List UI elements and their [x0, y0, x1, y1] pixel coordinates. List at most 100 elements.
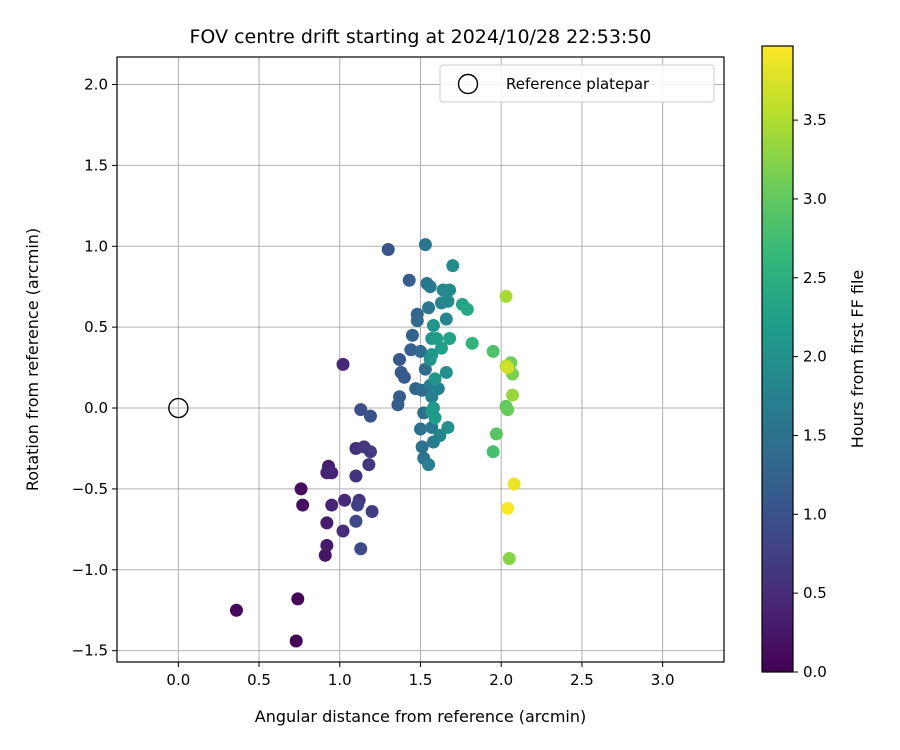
data-point	[289, 634, 303, 648]
data-point	[351, 498, 365, 512]
colorbar-tick-label: 0.5	[803, 584, 827, 602]
data-point	[229, 603, 243, 617]
x-tick-label: 3.0	[651, 671, 675, 689]
data-point	[507, 477, 521, 491]
data-point	[418, 238, 432, 252]
data-point	[405, 328, 419, 342]
y-tick-label: −0.5	[72, 480, 108, 498]
y-tick-label: 1.0	[84, 237, 108, 255]
data-point	[506, 388, 520, 402]
colorbar-tick-label: 1.5	[803, 426, 827, 444]
data-point	[426, 319, 440, 333]
data-point	[499, 289, 513, 303]
data-point	[320, 516, 334, 530]
data-point	[423, 280, 437, 294]
colorbar-tick-label: 0.0	[803, 663, 827, 681]
data-point	[363, 445, 377, 459]
data-point	[501, 501, 515, 515]
y-tick-label: 0.5	[84, 318, 108, 336]
data-point	[354, 542, 368, 556]
data-point	[291, 592, 305, 606]
data-point	[318, 548, 332, 562]
data-point	[439, 365, 453, 379]
data-point	[434, 341, 448, 355]
data-point	[294, 482, 308, 496]
data-point	[441, 294, 455, 308]
data-point	[428, 411, 442, 425]
data-point	[486, 344, 500, 358]
data-point	[425, 348, 439, 362]
colorbar-ticks: 0.0 0.5 1.0 1.5 2.0 2.5 3.0 3.5	[793, 111, 827, 681]
data-point	[338, 493, 352, 507]
data-point	[502, 551, 516, 565]
data-point	[439, 312, 453, 326]
colorbar: 0.0 0.5 1.0 1.5 2.0 2.5 3.0 3.5 Hours from firs…	[761, 45, 867, 681]
x-tick-label: 0.5	[247, 671, 271, 689]
data-point	[414, 422, 427, 436]
data-point	[422, 301, 436, 315]
y-axis-label: Rotation from reference (arcmin)	[23, 228, 42, 491]
data-point	[362, 458, 376, 472]
colorbar-tick-label: 2.5	[803, 269, 827, 287]
data-point	[489, 427, 503, 441]
data-point	[393, 353, 407, 366]
data-point	[336, 524, 350, 538]
data-point	[354, 403, 368, 417]
legend: Reference platepar	[439, 64, 715, 103]
data-point	[320, 539, 334, 553]
data-point	[365, 505, 379, 519]
data-point	[402, 273, 416, 287]
data-point	[443, 283, 457, 297]
reference-platepar-marker	[168, 397, 189, 419]
legend-box	[439, 64, 715, 103]
colorbar-tick-label: 2.0	[803, 348, 827, 366]
colorbar-label: Hours from first FF file	[848, 270, 867, 449]
data-point	[460, 302, 474, 316]
data-point	[296, 498, 310, 512]
data-point	[428, 372, 442, 386]
y-tick-label: 0.0	[84, 399, 108, 417]
data-point	[336, 357, 350, 371]
data-point	[325, 498, 339, 512]
y-tick-label: 2.0	[84, 76, 108, 94]
y-tick-label: −1.0	[72, 561, 108, 579]
data-point	[415, 440, 429, 454]
data-point	[397, 370, 411, 384]
data-point	[410, 314, 424, 328]
x-axis-ticks: 0.0 0.5 1.0 1.5 2.0 2.5 3.0	[166, 662, 675, 689]
legend-entry-reference: Reference platepar	[506, 75, 650, 93]
data-point	[430, 331, 444, 345]
data-point	[418, 362, 432, 376]
colorbar-tick-label: 1.0	[803, 505, 827, 523]
y-tick-label: −1.5	[72, 642, 108, 660]
data-point	[349, 514, 363, 528]
colorbar-tick-label: 3.5	[803, 111, 827, 129]
data-point	[325, 466, 339, 480]
x-tick-label: 0.0	[166, 671, 190, 689]
y-tick-label: 1.5	[84, 156, 108, 174]
legend-marker-circle-icon	[457, 73, 479, 95]
data-point	[422, 458, 436, 472]
data-point	[446, 259, 460, 273]
data-point	[501, 403, 515, 417]
colorbar-tick-label: 3.0	[803, 190, 827, 208]
reference-marker	[168, 397, 189, 419]
data-point	[349, 469, 363, 483]
x-tick-label: 2.0	[489, 671, 513, 689]
data-points	[229, 238, 521, 648]
y-axis-ticks: −1.5 −1.0 −0.5 0.0 0.5 1.0 1.5 2.0	[72, 76, 117, 660]
data-point	[391, 398, 405, 412]
data-point	[501, 361, 515, 375]
grid-lines	[117, 57, 724, 662]
data-point	[381, 243, 395, 256]
colorbar-gradient	[761, 45, 794, 673]
x-tick-label: 1.0	[328, 671, 352, 689]
data-point	[433, 429, 447, 443]
data-point	[443, 331, 457, 345]
data-point	[441, 420, 455, 434]
data-point	[414, 344, 427, 358]
x-tick-label: 1.5	[409, 671, 433, 689]
data-point	[404, 343, 418, 357]
x-axis-label: Angular distance from reference (arcmin)	[255, 707, 586, 726]
